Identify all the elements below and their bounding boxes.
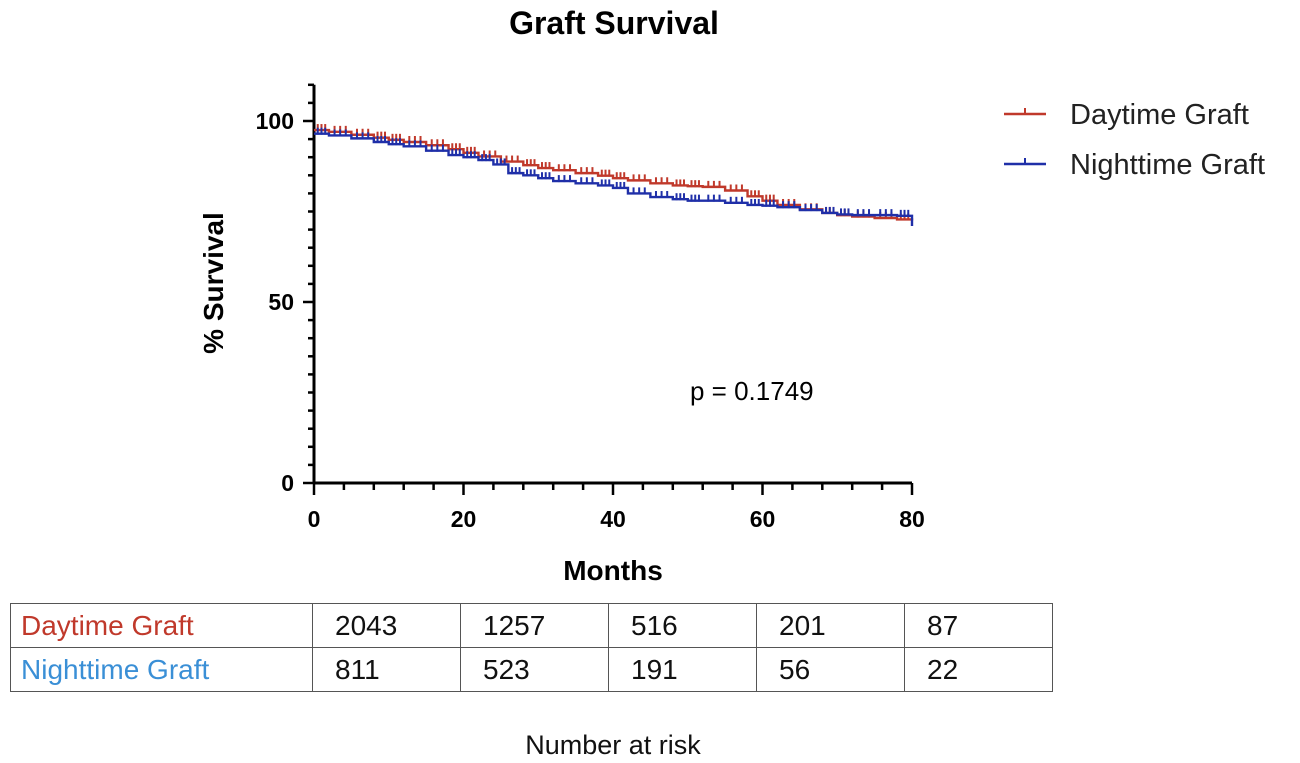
- legend-label: Daytime Graft: [1070, 99, 1249, 131]
- x-tick-label: 20: [451, 506, 477, 532]
- series-layer: [314, 124, 914, 226]
- x-tick-label: 0: [308, 506, 321, 532]
- series-nighttime: [314, 127, 914, 226]
- x-tick-label: 60: [750, 506, 776, 532]
- risk-cell: 22: [904, 647, 1053, 692]
- risk-table-row: Daytime Graft 2043 1257 516 201 87: [10, 603, 1053, 648]
- y-axis-label: % Survival: [198, 212, 229, 354]
- axis-ticks: 0 50 100 0 20 40 60 80: [256, 83, 925, 532]
- legend-item: Daytime Graft: [1004, 99, 1249, 131]
- number-at-risk-table: Daytime Graft 2043 1257 516 201 87 Nighttime G…: [10, 603, 1053, 692]
- risk-table-row: Nighttime Graft 811 523 191 56 22: [10, 647, 1053, 692]
- chart-title: Graft Survival: [509, 5, 719, 41]
- risk-table-footer: Number at risk: [525, 730, 701, 760]
- legend-label: Nighttime Graft: [1070, 149, 1265, 181]
- y-tick-label: 0: [281, 470, 294, 496]
- series-daytime: [314, 124, 914, 221]
- risk-row-label: Nighttime Graft: [10, 647, 313, 692]
- legend: Daytime Graft Nighttime Graft: [1004, 99, 1265, 181]
- x-axis-label: Months: [563, 555, 663, 586]
- p-value-annotation: p = 0.1749: [690, 376, 814, 406]
- risk-cell: 523: [460, 647, 609, 692]
- x-tick-label: 80: [899, 506, 925, 532]
- risk-row-label: Daytime Graft: [10, 603, 313, 648]
- risk-cell: 87: [904, 603, 1053, 648]
- risk-cell: 516: [608, 603, 757, 648]
- x-tick-label: 40: [600, 506, 626, 532]
- y-tick-label: 100: [256, 108, 294, 134]
- risk-cell: 201: [756, 603, 905, 648]
- risk-cell: 2043: [312, 603, 461, 648]
- y-tick-label: 50: [268, 289, 294, 315]
- legend-item: Nighttime Graft: [1004, 149, 1265, 181]
- survival-curve: [314, 132, 914, 226]
- risk-cell: 1257: [460, 603, 609, 648]
- survival-chart: Graft Survival % Survival Months 0501000…: [198, 5, 1265, 586]
- risk-cell: 56: [756, 647, 905, 692]
- risk-cell: 811: [312, 647, 461, 692]
- risk-cell: 191: [608, 647, 757, 692]
